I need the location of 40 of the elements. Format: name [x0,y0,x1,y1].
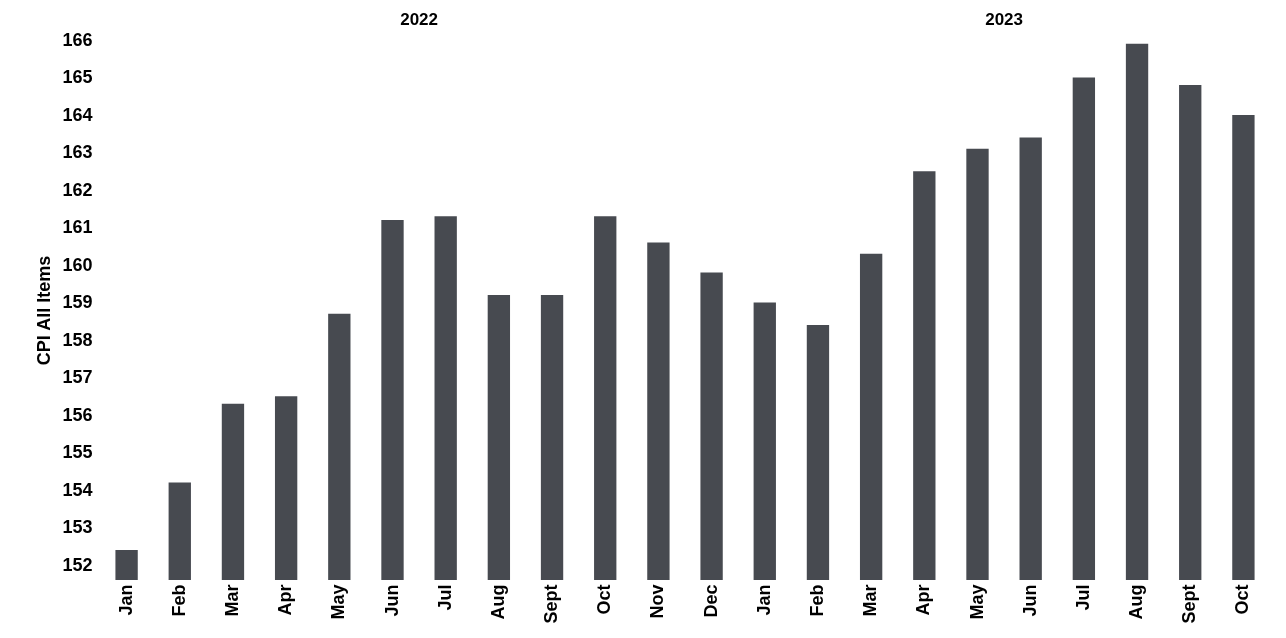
x-tick-label: Apr [275,584,296,616]
x-tick-label: Aug [1126,584,1147,620]
y-tick-label: 154 [62,479,93,500]
x-tick-label: Jul [1072,584,1093,611]
text: 2022 [400,10,438,29]
y-tick-label: 166 [62,29,93,50]
x-tick-label: Feb [168,584,189,617]
y-tick-label: 156 [62,404,93,425]
y-tick-label: 160 [62,254,93,275]
x-tick-label: Apr [913,584,934,616]
x-tick-label: Aug [487,584,508,620]
x-tick-label: Sept [1179,584,1200,624]
x-tick-label: Mar [221,584,242,617]
y-axis-title: CPI All Items [34,255,55,366]
x-tick-label: Jan [753,584,774,616]
y-tick-label: 155 [62,442,93,462]
y-tick-label: 163 [62,142,93,162]
x-tick-label: May [966,584,987,620]
y-tick-label: 164 [62,104,93,125]
x-tick-label: Jul [434,584,455,611]
x-tick-label: Nov [647,584,668,619]
text: 2023 [985,10,1023,29]
y-tick-label: 159 [62,292,93,312]
x-tick-label: Feb [806,584,827,617]
y-tick-label: 158 [62,329,93,350]
x-tick-label: Oct [594,584,615,615]
x-tick-label: Sept [541,584,562,624]
x-tick-label: Oct [1232,584,1253,615]
y-tick-label: 162 [62,179,93,200]
x-tick-label: May [328,584,349,620]
y-tick-label: 152 [62,554,93,575]
x-tick-label: Jan [115,584,136,616]
x-tick-label: Mar [860,584,881,617]
y-tick-label: 165 [62,67,93,87]
x-tick-label: Jun [381,584,402,617]
x-tick-label: Jun [1019,584,1040,617]
x-tick-label: Dec [700,584,721,618]
y-tick-label: 161 [62,217,93,237]
y-tick-label: 157 [62,367,93,387]
y-tick-label: 153 [62,517,93,537]
